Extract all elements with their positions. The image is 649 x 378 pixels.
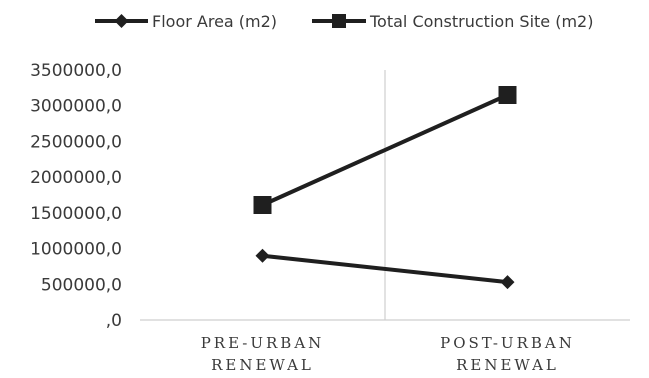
legend-marker	[332, 14, 346, 28]
y-tick-label: 3500000,0	[30, 61, 122, 81]
data-point	[253, 196, 272, 214]
x-category-label-line: PRE-URBAN	[201, 334, 325, 352]
data-point	[498, 86, 517, 104]
plot-area	[140, 70, 630, 321]
y-tick-label: 2500000,0	[30, 132, 122, 152]
data-point	[255, 248, 270, 263]
legend-label: Total Construction Site (m2)	[369, 12, 593, 31]
legend-item: Total Construction Site (m2)	[312, 12, 593, 31]
x-category-label-line: POST-URBAN	[440, 334, 575, 352]
series-line	[262, 253, 508, 285]
x-category-label-line: RENEWAL	[456, 356, 559, 374]
y-tick-label: 1500000,0	[30, 204, 122, 224]
legend: Floor Area (m2) Total Construction Site (…	[95, 12, 593, 31]
y-tick-label: ,0	[106, 311, 122, 331]
x-axis: PRE-URBAN RENEWAL POST-URBAN RENEWAL	[201, 334, 575, 374]
y-tick-label: 1000000,0	[30, 240, 122, 260]
y-tick-label: 500000,0	[41, 275, 122, 295]
y-tick-label: 2000000,0	[30, 168, 122, 188]
legend-label: Floor Area (m2)	[152, 12, 277, 31]
series-line	[261, 93, 509, 207]
y-tick-label: 3000000,0	[30, 97, 122, 117]
y-axis: ,0 500000,0 1000000,0 1500000,0 2000000,0 250…	[30, 61, 122, 331]
x-category-label-line: RENEWAL	[211, 356, 314, 374]
data-point	[500, 275, 515, 290]
x-category-label: POST-URBAN RENEWAL	[440, 334, 575, 374]
x-category-label: PRE-URBAN RENEWAL	[201, 334, 325, 374]
legend-marker	[114, 14, 129, 28]
legend-item: Floor Area (m2)	[95, 12, 277, 31]
